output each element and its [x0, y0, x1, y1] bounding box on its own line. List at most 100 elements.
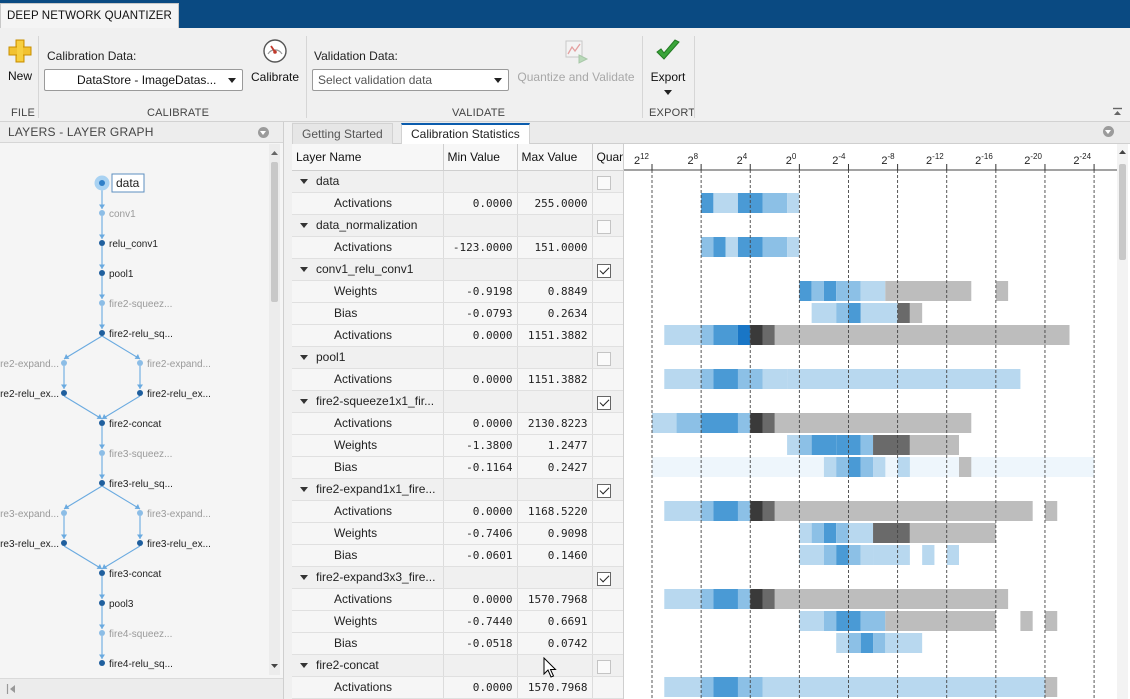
table-stat-row[interactable]: Activations 0.0000 1570.7968: [292, 588, 623, 611]
graph-node[interactable]: fire4-relu_sq...: [99, 659, 173, 670]
table-stat-row[interactable]: Activations -123.0000 151.0000: [292, 236, 623, 259]
scroll-down-icon[interactable]: [269, 661, 280, 671]
scrollbar-thumb[interactable]: [271, 162, 278, 302]
horizontal-scrollbar[interactable]: [0, 678, 283, 699]
graph-node[interactable]: fire2-relu_ex...: [137, 389, 211, 400]
layer-name-cell: Activations: [292, 588, 444, 611]
table-stat-row[interactable]: Bias -0.0601 0.1460: [292, 544, 623, 567]
app-title-tab[interactable]: DEEP NETWORK QUANTIZER: [0, 3, 179, 28]
graph-node[interactable]: fire3-relu_ex...: [0, 539, 67, 550]
table-stat-row[interactable]: Weights -0.7406 0.9098: [292, 522, 623, 545]
collapse-row-icon[interactable]: [300, 575, 308, 581]
histogram-bin: [664, 501, 702, 521]
table-stat-row[interactable]: Weights -1.3800 1.2477: [292, 434, 623, 457]
quantize-checkbox[interactable]: [596, 351, 611, 366]
graph-node[interactable]: fire3-concat: [99, 569, 161, 580]
table-stat-row[interactable]: Bias -0.0518 0.0742: [292, 632, 623, 655]
graph-node[interactable]: fire2-expand...: [0, 359, 67, 370]
graph-node[interactable]: data: [94, 173, 145, 193]
collapse-row-icon[interactable]: [300, 399, 308, 405]
table-layer-row[interactable]: pool1: [292, 346, 623, 369]
validation-data-dropdown[interactable]: Select validation data: [312, 69, 509, 91]
collapse-toolstrip-icon[interactable]: [1112, 107, 1123, 118]
table-stat-row[interactable]: Weights -0.7440 0.6691: [292, 610, 623, 633]
panel-menu-icon[interactable]: [1103, 126, 1114, 137]
scroll-left-icon[interactable]: [6, 683, 18, 695]
table-stat-row[interactable]: Activations 0.0000 1570.7968: [292, 676, 623, 699]
panel-menu-icon[interactable]: [258, 127, 269, 138]
quantize-checkbox[interactable]: [596, 571, 611, 586]
table-layer-row[interactable]: data_normalization: [292, 214, 623, 237]
quantize-cell: [592, 236, 623, 259]
collapse-row-icon[interactable]: [300, 663, 308, 669]
graph-node[interactable]: fire3-expand...: [0, 509, 67, 520]
app-titlebar: DEEP NETWORK QUANTIZER: [0, 0, 1130, 28]
graph-node[interactable]: pool3: [99, 599, 134, 610]
table-stat-row[interactable]: Weights -0.9198 0.8849: [292, 280, 623, 303]
scroll-up-icon[interactable]: [269, 148, 280, 158]
checkmark-icon: [656, 39, 680, 60]
quantize-checkbox[interactable]: [596, 263, 611, 278]
quantize-checkbox[interactable]: [596, 659, 611, 674]
quantize-checkbox[interactable]: [596, 395, 611, 410]
table-stat-row[interactable]: Activations 0.0000 1151.3882: [292, 324, 623, 347]
table-stat-row[interactable]: Activations 0.0000 2130.8223: [292, 412, 623, 435]
table-layer-row[interactable]: fire2-squeeze1x1_fir...: [292, 390, 623, 413]
quantize-checkbox[interactable]: [596, 483, 611, 498]
quantize-checkbox[interactable]: [596, 175, 611, 190]
tab-calibration-statistics[interactable]: Calibration Statistics: [401, 123, 530, 144]
histogram-bin: [811, 303, 837, 323]
graph-node[interactable]: pool1: [99, 269, 134, 280]
collapse-row-icon[interactable]: [300, 267, 308, 273]
histogram-bin: [811, 281, 824, 301]
graph-node-label: fire3-relu_ex...: [147, 539, 211, 550]
graph-node-label: fire3-expand...: [147, 509, 211, 520]
table-stat-row[interactable]: Activations 0.0000 255.0000: [292, 192, 623, 215]
table-layer-row[interactable]: fire2-expand1x1_fire...: [292, 478, 623, 501]
graph-node[interactable]: fire2-expand...: [137, 359, 211, 370]
column-header-min-value[interactable]: Min Value: [443, 144, 518, 171]
calibration-statistics-table: Layer Name Min Value Max Value Quantize …: [292, 144, 623, 699]
column-header-layer-name[interactable]: Layer Name: [292, 144, 444, 171]
histogram-scrollbar[interactable]: [1117, 144, 1128, 699]
graph-node-dot: [99, 210, 105, 216]
scrollbar-thumb[interactable]: [1119, 164, 1126, 260]
calibrate-button[interactable]: Calibrate: [248, 38, 302, 84]
export-button[interactable]: Export: [647, 38, 689, 95]
quantize-checkbox[interactable]: [596, 219, 611, 234]
graph-node[interactable]: fire2-relu_ex...: [0, 389, 67, 400]
column-header-max-value[interactable]: Max Value: [517, 144, 593, 171]
graph-node[interactable]: fire4-squeez...: [99, 629, 172, 640]
graph-node[interactable]: fire2-concat: [99, 419, 161, 430]
tab-getting-started[interactable]: Getting Started: [292, 123, 393, 144]
collapse-row-icon[interactable]: [300, 355, 308, 361]
graph-node[interactable]: fire2-squeez...: [99, 299, 172, 310]
table-layer-row[interactable]: conv1_relu_conv1: [292, 258, 623, 281]
graph-node[interactable]: fire3-relu_sq...: [99, 479, 173, 490]
graph-node[interactable]: fire2-relu_sq...: [99, 329, 173, 340]
layer-graph-scrollbar[interactable]: [269, 144, 280, 675]
graph-node[interactable]: fire3-squeez...: [99, 449, 172, 460]
column-header-quantize[interactable]: Quantize: [592, 144, 623, 171]
quantize-cell: [592, 280, 623, 303]
table-layer-row[interactable]: fire2-concat: [292, 654, 623, 677]
collapse-row-icon[interactable]: [300, 487, 308, 493]
collapse-row-icon[interactable]: [300, 223, 308, 229]
graph-node[interactable]: relu_conv1: [99, 239, 158, 250]
table-stat-row[interactable]: Activations 0.0000 1168.5220: [292, 500, 623, 523]
collapse-row-icon[interactable]: [300, 179, 308, 185]
histogram-bin: [922, 545, 935, 565]
graph-node[interactable]: conv1: [99, 209, 136, 220]
table-stat-row[interactable]: Bias -0.0793 0.2634: [292, 302, 623, 325]
scroll-up-icon[interactable]: [1117, 147, 1128, 157]
quantize-validate-button[interactable]: Quantize and Validate: [514, 38, 638, 84]
new-button[interactable]: New: [4, 38, 36, 83]
layer-name-cell: fire2-expand3x3_fire...: [292, 566, 444, 589]
table-stat-row[interactable]: Activations 0.0000 1151.3882: [292, 368, 623, 391]
graph-node[interactable]: fire3-expand...: [137, 509, 211, 520]
calibration-data-dropdown[interactable]: DataStore - ImageDatas...: [44, 69, 243, 91]
table-layer-row[interactable]: data: [292, 170, 623, 193]
table-stat-row[interactable]: Bias -0.1164 0.2427: [292, 456, 623, 479]
table-layer-row[interactable]: fire2-expand3x3_fire...: [292, 566, 623, 589]
graph-node[interactable]: fire3-relu_ex...: [137, 539, 211, 550]
